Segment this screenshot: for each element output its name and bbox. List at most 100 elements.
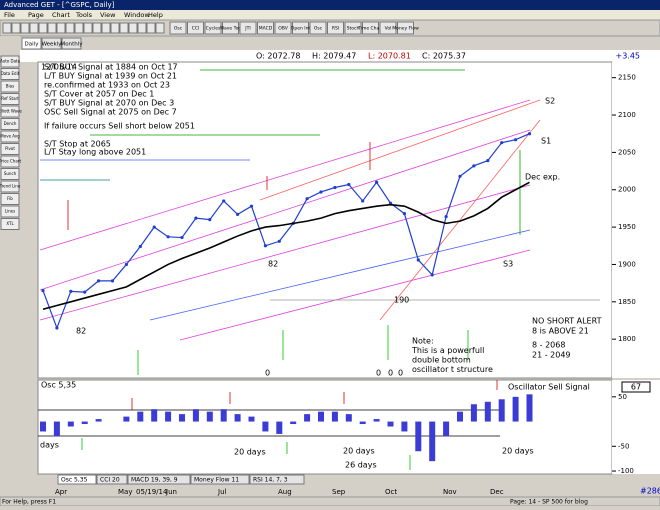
side-button[interactable] bbox=[0, 155, 20, 168]
x-tick-label: Sep bbox=[332, 488, 346, 496]
osc-bar bbox=[331, 411, 338, 422]
tool-icon[interactable] bbox=[29, 22, 39, 34]
side-button[interactable] bbox=[0, 180, 20, 193]
osc-bar bbox=[373, 419, 380, 422]
period-tab[interactable] bbox=[41, 37, 62, 50]
osc-bar bbox=[67, 421, 74, 427]
menu-item[interactable]: Tools bbox=[75, 11, 93, 19]
tool-button[interactable] bbox=[327, 21, 344, 35]
tool-icon[interactable] bbox=[110, 22, 120, 34]
tool-icon[interactable] bbox=[137, 22, 147, 34]
side-button[interactable] bbox=[0, 80, 20, 93]
tool-icon[interactable] bbox=[146, 22, 156, 34]
price-point bbox=[305, 197, 309, 201]
tool-icon[interactable] bbox=[20, 22, 30, 34]
tool-button[interactable] bbox=[204, 21, 222, 35]
side-button[interactable] bbox=[0, 118, 20, 130]
side-label: Ref Start bbox=[1, 96, 19, 101]
osc-bar bbox=[192, 409, 199, 422]
osc-tab[interactable] bbox=[127, 474, 191, 485]
side-button[interactable] bbox=[0, 130, 20, 143]
tool-icon[interactable] bbox=[11, 22, 21, 34]
tool-icon[interactable] bbox=[47, 22, 57, 34]
osc-bar bbox=[151, 409, 158, 422]
side-button[interactable] bbox=[0, 55, 20, 68]
high: H: 2079.47 bbox=[312, 52, 356, 61]
osc-bar bbox=[318, 411, 324, 422]
tool-button[interactable] bbox=[379, 21, 397, 35]
price-point bbox=[83, 290, 87, 294]
tool-icon[interactable] bbox=[83, 22, 93, 34]
tool-button[interactable] bbox=[169, 21, 187, 35]
tool-icon[interactable] bbox=[2, 22, 12, 34]
tool-button[interactable] bbox=[274, 21, 292, 35]
menu-item[interactable]: Chart bbox=[52, 11, 70, 19]
tool-button[interactable] bbox=[397, 21, 414, 35]
x-tick-label: Nov bbox=[443, 488, 457, 496]
status-page: Page: 14 - SP 500 for blog bbox=[510, 499, 588, 506]
period-tab[interactable] bbox=[21, 37, 42, 50]
menu-item[interactable]: File bbox=[4, 11, 15, 19]
tool-icon[interactable] bbox=[128, 22, 138, 34]
price-point bbox=[263, 244, 267, 248]
tool-button[interactable] bbox=[187, 21, 204, 35]
tool-label: OBV bbox=[278, 26, 288, 32]
menu-item[interactable]: Help bbox=[148, 11, 163, 19]
osc-tab[interactable] bbox=[249, 474, 305, 485]
osc-bar bbox=[81, 421, 88, 425]
menu-item[interactable]: View bbox=[100, 11, 116, 19]
tool-icon[interactable] bbox=[155, 22, 165, 34]
osc-tab[interactable] bbox=[190, 474, 250, 485]
side-label: Auto Data bbox=[0, 59, 21, 64]
signal-note: L/T BUY Signal at 1939 on Oct 21 bbox=[44, 72, 177, 81]
tool-label: Cycles bbox=[206, 26, 221, 32]
tool-button[interactable] bbox=[222, 21, 239, 35]
tool-button[interactable] bbox=[257, 21, 274, 35]
price-point bbox=[430, 273, 434, 277]
days-label: 20 days bbox=[234, 448, 266, 457]
side-button[interactable] bbox=[0, 218, 20, 230]
osc-bar bbox=[415, 421, 422, 452]
price-point bbox=[333, 185, 337, 190]
osc-bar bbox=[387, 421, 394, 427]
menu-item[interactable]: Window bbox=[124, 11, 150, 19]
tool-icon[interactable] bbox=[38, 22, 48, 34]
side-label: Bias bbox=[6, 84, 14, 89]
tool-button[interactable] bbox=[309, 21, 327, 35]
tool-icon[interactable] bbox=[65, 22, 75, 34]
title-bar bbox=[0, 0, 660, 10]
osc-tab-label: RSI 14, 7, 3 bbox=[253, 477, 288, 484]
tool-icon[interactable] bbox=[101, 22, 111, 34]
y-tick-label: 50 bbox=[618, 393, 627, 401]
note-line: double bottom bbox=[412, 356, 471, 365]
tool-icon[interactable] bbox=[119, 22, 129, 34]
osc-tab-label: MACD 19, 39, 9 bbox=[131, 477, 178, 484]
tool-button[interactable] bbox=[344, 21, 362, 35]
side-button[interactable] bbox=[0, 105, 20, 118]
tool-button[interactable] bbox=[239, 21, 257, 35]
low-label: 82 bbox=[76, 327, 86, 336]
price-point bbox=[41, 288, 45, 293]
osc-tab[interactable] bbox=[96, 474, 128, 485]
period-tab[interactable] bbox=[61, 37, 82, 50]
side-button[interactable] bbox=[0, 205, 20, 218]
tool-button[interactable] bbox=[292, 21, 309, 35]
price-point bbox=[97, 279, 101, 283]
tool-button[interactable] bbox=[362, 21, 379, 35]
tool-icon[interactable] bbox=[92, 22, 102, 34]
tool-icon[interactable] bbox=[74, 22, 84, 34]
side-button[interactable] bbox=[0, 93, 20, 105]
side-button[interactable] bbox=[0, 193, 20, 205]
osc-tab[interactable] bbox=[57, 474, 97, 485]
tool-label: Osc bbox=[314, 26, 323, 32]
y-tick-label: 1950 bbox=[618, 223, 636, 231]
side-button[interactable] bbox=[0, 68, 20, 80]
signal-note: S/T Stop at 2065 bbox=[44, 140, 111, 149]
tool-icon[interactable] bbox=[56, 22, 66, 34]
menu-item[interactable]: Page bbox=[28, 11, 44, 19]
side-button[interactable] bbox=[0, 168, 20, 180]
side-button[interactable] bbox=[0, 143, 20, 155]
price-point bbox=[416, 258, 420, 262]
s1-label: S1 bbox=[541, 137, 551, 146]
